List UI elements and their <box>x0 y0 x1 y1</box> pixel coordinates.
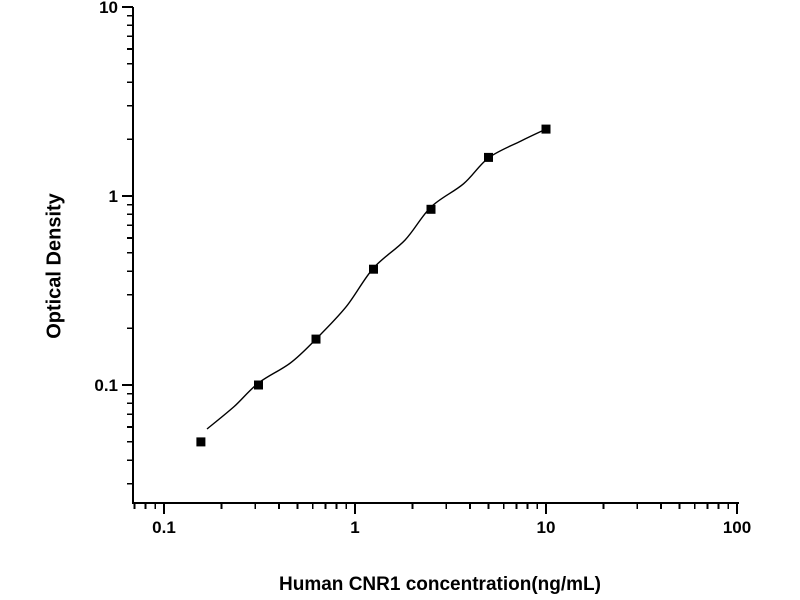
x-tick-label: 10 <box>537 518 556 537</box>
x-tick-label: 0.1 <box>152 518 176 537</box>
data-point-marker <box>254 380 263 390</box>
x-axis-title: Human CNR1 concentration(ng/mL) <box>279 574 601 595</box>
data-point-marker <box>484 152 493 162</box>
y-axis-title: Optical Density <box>43 193 66 339</box>
x-tick-label: 100 <box>723 518 751 537</box>
data-point-marker <box>196 437 206 447</box>
data-point-marker <box>369 264 378 274</box>
y-tick-label: 1 <box>109 187 118 206</box>
y-tick-label: 10 <box>99 0 118 17</box>
data-point-marker <box>311 334 321 344</box>
data-point-marker <box>426 204 436 214</box>
data-point-marker <box>541 124 551 134</box>
x-tick-label: 1 <box>350 518 359 537</box>
y-tick-label: 0.1 <box>94 376 118 395</box>
